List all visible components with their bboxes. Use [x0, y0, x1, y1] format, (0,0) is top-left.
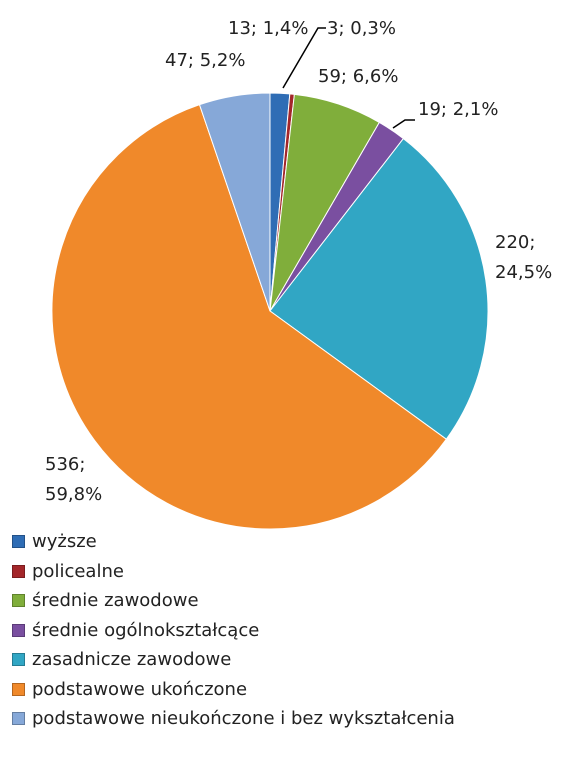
data-label: 19; 2,1%: [418, 99, 499, 120]
legend-item: podstawowe ukończone: [12, 679, 247, 700]
legend-item: policealne: [12, 561, 124, 582]
legend-swatch: [12, 682, 25, 696]
legend-item: zasadnicze zawodowe: [12, 649, 231, 670]
data-label: 3; 0,3%: [327, 18, 396, 39]
data-label: 59; 6,6%: [318, 66, 399, 87]
legend-item: wyższe: [12, 531, 97, 552]
pie-slice: [51, 104, 448, 530]
legend-item: średnie ogólnokształcące: [12, 620, 259, 641]
data-label: 13; 1,4%: [228, 18, 309, 39]
legend-label: podstawowe nieukończone i bez wykształce…: [32, 708, 455, 729]
legend-swatch: [12, 535, 25, 548]
legend-label: podstawowe ukończone: [32, 678, 248, 700]
pie-slice: [269, 137, 489, 440]
data-label: 220; 24,5%: [495, 232, 553, 283]
legend-label: policealne: [32, 560, 124, 582]
legend-swatch: [12, 623, 25, 637]
pie-slice: [198, 92, 271, 312]
data-label: 536; 59,8%: [45, 454, 103, 505]
legend-label: średnie ogólnokształcące: [32, 619, 260, 641]
legend-swatch: [12, 653, 25, 666]
legend-item: średnie zawodowe: [12, 590, 199, 611]
legend-label: wyższe: [32, 531, 97, 552]
leader-line: [282, 27, 326, 89]
legend-swatch: [12, 594, 25, 607]
legend-swatch: [12, 564, 25, 578]
legend-item: podstawowe nieukończone i bez wykształce…: [12, 708, 455, 729]
data-label: 47; 5,2%: [165, 50, 246, 71]
legend-label: średnie zawodowe: [32, 590, 199, 611]
legend-label: zasadnicze zawodowe: [32, 649, 232, 670]
leader-line: [392, 119, 415, 129]
legend-swatch: [12, 712, 25, 725]
